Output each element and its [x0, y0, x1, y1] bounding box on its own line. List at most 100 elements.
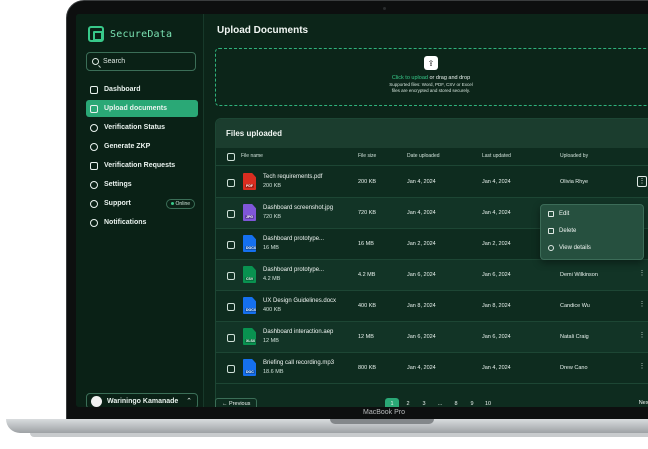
- pencil-icon: [548, 210, 554, 217]
- sidebar-item-support[interactable]: Support Online: [86, 195, 198, 212]
- menu-item-label: View details: [559, 244, 591, 251]
- row-checkbox[interactable]: [227, 210, 235, 218]
- file-type-tag: DOC: [245, 370, 255, 374]
- row-actions-menu-icon[interactable]: ⋮: [638, 301, 646, 308]
- file-size: 400 KB: [358, 303, 377, 309]
- last-updated: Jan 8, 2024: [482, 303, 511, 309]
- row-checkbox[interactable]: [227, 365, 235, 373]
- file-size: 800 KB: [358, 365, 377, 371]
- uploaded-by: Drew Cano: [560, 365, 588, 371]
- page-button[interactable]: 10: [484, 401, 492, 407]
- pagination: ← Previous 1 2 3 ... 8 9 10 Next: [215, 398, 648, 407]
- column-header-uploaded-by[interactable]: Uploaded by: [560, 153, 589, 159]
- menu-item-delete[interactable]: Delete: [541, 222, 643, 239]
- eye-icon: [548, 244, 554, 251]
- row-checkbox[interactable]: [227, 334, 235, 342]
- table-row[interactable]: DOCX UX Design Guidelines.docx 400 KB 40…: [216, 291, 648, 322]
- pie-chart-icon: [90, 142, 98, 151]
- row-actions-menu-icon[interactable]: ⋮: [637, 176, 647, 187]
- sidebar-item-settings[interactable]: Settings: [86, 176, 198, 193]
- sidebar-item-generate-zkp[interactable]: Generate ZKP: [86, 138, 198, 155]
- file-type-tag: JPG: [245, 215, 255, 219]
- bell-icon: [90, 218, 98, 227]
- user-name: Wariningo Kamanade: [107, 397, 179, 405]
- column-header-last-updated[interactable]: Last updated: [482, 153, 511, 159]
- logo[interactable]: SecureData: [88, 26, 172, 42]
- app-screen: SecureData Search Dashboard Upload docum…: [76, 14, 648, 407]
- file-size-sub: 4.2 MB: [263, 276, 281, 282]
- home-icon: [90, 85, 98, 94]
- laptop-notch: [330, 419, 434, 424]
- table-row[interactable]: DOC Briefing call recording.mp3 18.6 MB …: [216, 353, 648, 384]
- search-input[interactable]: Search: [86, 52, 196, 71]
- next-page-button[interactable]: Next: [638, 400, 648, 406]
- select-all-checkbox[interactable]: [227, 153, 235, 161]
- page-button[interactable]: 8: [454, 401, 458, 407]
- date-uploaded: Jan 4, 2024: [407, 365, 436, 371]
- row-actions-menu-icon[interactable]: ⋮: [638, 363, 646, 370]
- row-actions-menu-icon[interactable]: ⋮: [638, 270, 646, 277]
- upload-supported-files: Supported files: Word, PDF, CSV or Excel: [389, 82, 473, 87]
- xlsx-file-icon: [243, 328, 256, 345]
- message-icon: [90, 161, 98, 170]
- sidebar-item-label: Generate ZKP: [104, 143, 151, 150]
- column-header-date-uploaded[interactable]: Date uploaded: [407, 153, 440, 159]
- upload-instructions-rest: or drag and drop: [427, 75, 471, 81]
- sidebar-item-verification-status[interactable]: Verification Status: [86, 119, 198, 136]
- laptop-shadow: [30, 433, 648, 437]
- gear-icon: [90, 180, 98, 189]
- file-name: UX Design Guidelines.docx: [263, 298, 337, 304]
- page-ellipsis: ...: [437, 401, 443, 407]
- page-button[interactable]: 2: [406, 401, 410, 407]
- trash-icon: [548, 227, 554, 234]
- page-button[interactable]: 9: [470, 401, 474, 407]
- row-checkbox[interactable]: [227, 179, 235, 187]
- sidebar-item-label: Settings: [104, 181, 132, 188]
- sidebar-item-label: Notifications: [104, 219, 147, 226]
- row-actions-menu-icon[interactable]: ⋮: [638, 332, 646, 339]
- page-button[interactable]: 3: [422, 401, 426, 407]
- row-checkbox[interactable]: [227, 241, 235, 249]
- uploaded-by: Candice Wu: [560, 303, 590, 309]
- sidebar-item-notifications[interactable]: Notifications: [86, 214, 198, 231]
- uploaded-by: Demi Wilkinson: [560, 272, 598, 278]
- table-row[interactable]: XLSX Dashboard interaction.aep 12 MB 12 …: [216, 322, 648, 353]
- sidebar-item-dashboard[interactable]: Dashboard: [86, 81, 198, 98]
- row-checkbox[interactable]: [227, 272, 235, 280]
- page-title: Upload Documents: [217, 25, 309, 36]
- file-type-tag: DOCX: [245, 308, 258, 312]
- docx-file-icon: [243, 235, 256, 252]
- file-name: Dashboard interaction.aep: [263, 329, 334, 335]
- file-size: 720 KB: [358, 210, 377, 216]
- sidebar: SecureData Search Dashboard Upload docum…: [76, 14, 204, 407]
- menu-item-view-details[interactable]: View details: [541, 239, 643, 256]
- uploaded-by: Olivia Rhye: [560, 179, 589, 185]
- row-checkbox[interactable]: [227, 303, 235, 311]
- user-menu[interactable]: Wariningo Kamanade ⌃: [86, 393, 198, 407]
- file-size: 12 MB: [358, 334, 374, 340]
- sidebar-item-verification-requests[interactable]: Verification Requests: [86, 157, 198, 174]
- column-header-file-name[interactable]: File name: [241, 153, 263, 159]
- docx-file-icon: [243, 297, 256, 314]
- file-size-sub: 18.6 MB: [263, 369, 284, 375]
- table-row[interactable]: PDF Tech requirements.pdf 200 KB 200 KB …: [216, 167, 648, 198]
- previous-page-button[interactable]: ← Previous: [215, 398, 258, 407]
- file-type-tag: PDF: [245, 184, 254, 188]
- doc-file-icon: [243, 359, 256, 376]
- files-header: Files uploaded: [216, 119, 648, 148]
- file-size: 200 KB: [358, 179, 377, 185]
- date-uploaded: Jan 6, 2024: [407, 272, 436, 278]
- sidebar-item-upload-documents[interactable]: Upload documents: [86, 100, 198, 117]
- page-button[interactable]: 1: [385, 398, 399, 407]
- menu-item-edit[interactable]: Edit: [541, 205, 643, 222]
- search-placeholder: Search: [103, 58, 126, 65]
- device-label: MacBook Pro: [362, 409, 406, 416]
- click-to-upload-link[interactable]: Click to upload: [391, 75, 428, 81]
- file-name: Dashboard screenshot.jpg: [263, 205, 334, 211]
- logo-text: SecureData: [110, 28, 173, 40]
- table-row[interactable]: CSV Dashboard prototype... 4.2 MB 4.2 MB…: [216, 260, 648, 291]
- files-title: Files uploaded: [226, 129, 283, 138]
- upload-dropzone[interactable]: ⇪ Click to upload or drag and drop Suppo…: [215, 48, 648, 106]
- column-header-file-size[interactable]: File size: [358, 153, 377, 159]
